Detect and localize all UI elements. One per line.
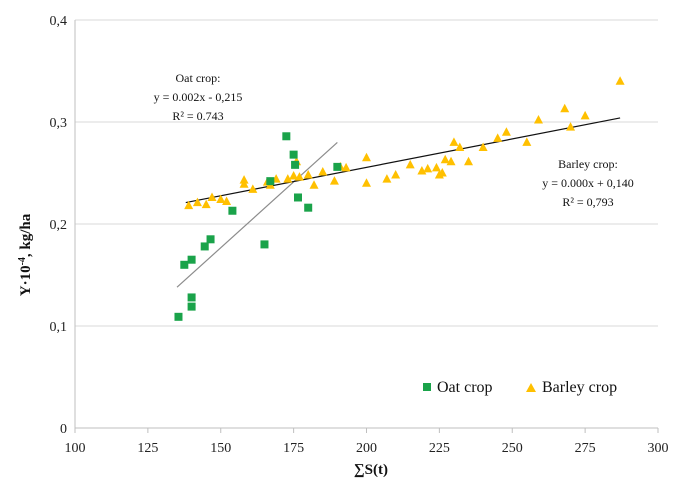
barley-crop-point bbox=[449, 137, 459, 146]
x-tick-label: 200 bbox=[356, 441, 377, 456]
legend-marker-barley bbox=[526, 383, 536, 392]
oat-crop-point bbox=[180, 260, 189, 269]
y-tick-label: 0,4 bbox=[50, 14, 68, 29]
x-tick-label: 150 bbox=[210, 441, 231, 456]
barley-crop-point bbox=[201, 199, 211, 209]
barley-crop-point bbox=[362, 152, 371, 162]
barley-crop-point bbox=[464, 156, 474, 166]
y-tick-label: 0,1 bbox=[50, 320, 68, 335]
oat-crop-point bbox=[289, 150, 298, 159]
legend-label-oat: Oat crop bbox=[437, 379, 493, 396]
barley-crop-point bbox=[560, 103, 570, 113]
barley-trend-annotation: Barley crop: y = 0.000x + 0,140 R² = 0,7… bbox=[542, 157, 634, 209]
barley-crop-point bbox=[341, 162, 351, 172]
barley-crop-point bbox=[455, 142, 465, 151]
legend-marker-oat bbox=[423, 383, 431, 391]
oat-crop-point bbox=[293, 193, 302, 202]
oat-annotation-title: Oat crop: bbox=[176, 71, 221, 85]
oat-crop-trendline bbox=[176, 141, 338, 288]
barley-crop-point bbox=[362, 178, 371, 187]
barley-crop-point bbox=[501, 127, 511, 136]
axes: 0 0,1 0,2 0,3 0,4 100 125 150 175 200 225 250 275 300 bbox=[50, 14, 669, 456]
barley-crop-point bbox=[391, 170, 401, 179]
x-tick-label: 100 bbox=[65, 441, 86, 456]
barley-crop-point bbox=[423, 163, 433, 173]
x-tick-label: 125 bbox=[137, 441, 158, 456]
oat-crop-point bbox=[174, 312, 183, 321]
barley-crop-point bbox=[283, 174, 293, 183]
legend-item-oat: Oat crop bbox=[423, 379, 493, 396]
barley-crop-point bbox=[318, 166, 328, 176]
barley-crop-point bbox=[522, 137, 532, 146]
oat-crop-point bbox=[266, 177, 275, 186]
x-tick-label: 175 bbox=[283, 441, 304, 456]
oat-r2: R² = 0.743 bbox=[172, 109, 223, 123]
y-tick-label: 0 bbox=[60, 422, 67, 437]
x-tick-label: 225 bbox=[429, 441, 450, 456]
barley-crop-point bbox=[437, 168, 447, 177]
x-axis-title: ∑S(t) bbox=[354, 462, 388, 478]
y-tick-label: 0,2 bbox=[50, 218, 68, 233]
y-axis-title: Y·10-4, kg/ha bbox=[17, 213, 35, 296]
barley-crop-point bbox=[289, 171, 299, 180]
barley-crop-point bbox=[184, 200, 194, 210]
oat-crop-point bbox=[291, 160, 300, 169]
barley-crop-point bbox=[533, 114, 543, 124]
barley-crop-point bbox=[329, 176, 339, 185]
legend-item-barley: Barley crop bbox=[526, 379, 617, 396]
x-tick-label: 250 bbox=[502, 441, 523, 456]
barley-crop-point bbox=[493, 133, 503, 142]
barley-equation: y = 0.000x + 0,140 bbox=[542, 176, 634, 190]
legend-label-barley: Barley crop bbox=[542, 379, 617, 396]
gridlines bbox=[75, 19, 658, 327]
barley-crop-point bbox=[192, 197, 202, 207]
data-points bbox=[174, 76, 625, 321]
oat-crop-point bbox=[200, 242, 209, 251]
oat-crop-point bbox=[333, 162, 342, 171]
x-tick-label: 275 bbox=[575, 441, 596, 456]
barley-crop-point bbox=[431, 162, 441, 172]
barley-r2: R² = 0,793 bbox=[562, 195, 613, 209]
x-tick-label: 300 bbox=[648, 441, 669, 456]
barley-crop-point bbox=[440, 154, 450, 164]
oat-crop-point bbox=[206, 235, 215, 244]
oat-crop-point bbox=[282, 132, 291, 141]
legend: Oat crop Barley crop bbox=[423, 379, 617, 396]
barley-crop-point bbox=[405, 159, 415, 169]
barley-annotation-title: Barley crop: bbox=[558, 157, 618, 171]
oat-trend-annotation: Oat crop: y = 0.002x - 0,215 R² = 0.743 bbox=[154, 71, 243, 123]
barley-crop-point bbox=[446, 156, 456, 166]
oat-crop-point bbox=[304, 203, 313, 212]
oat-crop-point bbox=[187, 293, 196, 302]
barley-crop-point bbox=[294, 172, 304, 181]
barley-crop-point bbox=[248, 184, 258, 193]
oat-crop-point bbox=[260, 240, 269, 249]
oat-equation: y = 0.002x - 0,215 bbox=[154, 90, 243, 104]
barley-crop-point bbox=[239, 179, 249, 188]
barley-crop-point bbox=[207, 192, 217, 201]
trendlines bbox=[176, 117, 621, 288]
barley-crop-point bbox=[382, 174, 392, 183]
oat-crop-point bbox=[228, 206, 237, 215]
barley-crop-trendline bbox=[185, 117, 621, 204]
barley-crop-point bbox=[615, 76, 625, 85]
barley-crop-point bbox=[580, 110, 590, 120]
barley-crop-point bbox=[216, 194, 226, 204]
oat-crop-point bbox=[187, 302, 196, 311]
oat-crop-point bbox=[187, 255, 196, 264]
barley-crop-point bbox=[303, 170, 313, 179]
barley-crop-point bbox=[478, 142, 488, 151]
barley-crop-point bbox=[222, 196, 232, 206]
y-tick-label: 0,3 bbox=[50, 116, 68, 131]
barley-crop-point bbox=[309, 180, 319, 189]
barley-crop-point bbox=[566, 122, 576, 131]
